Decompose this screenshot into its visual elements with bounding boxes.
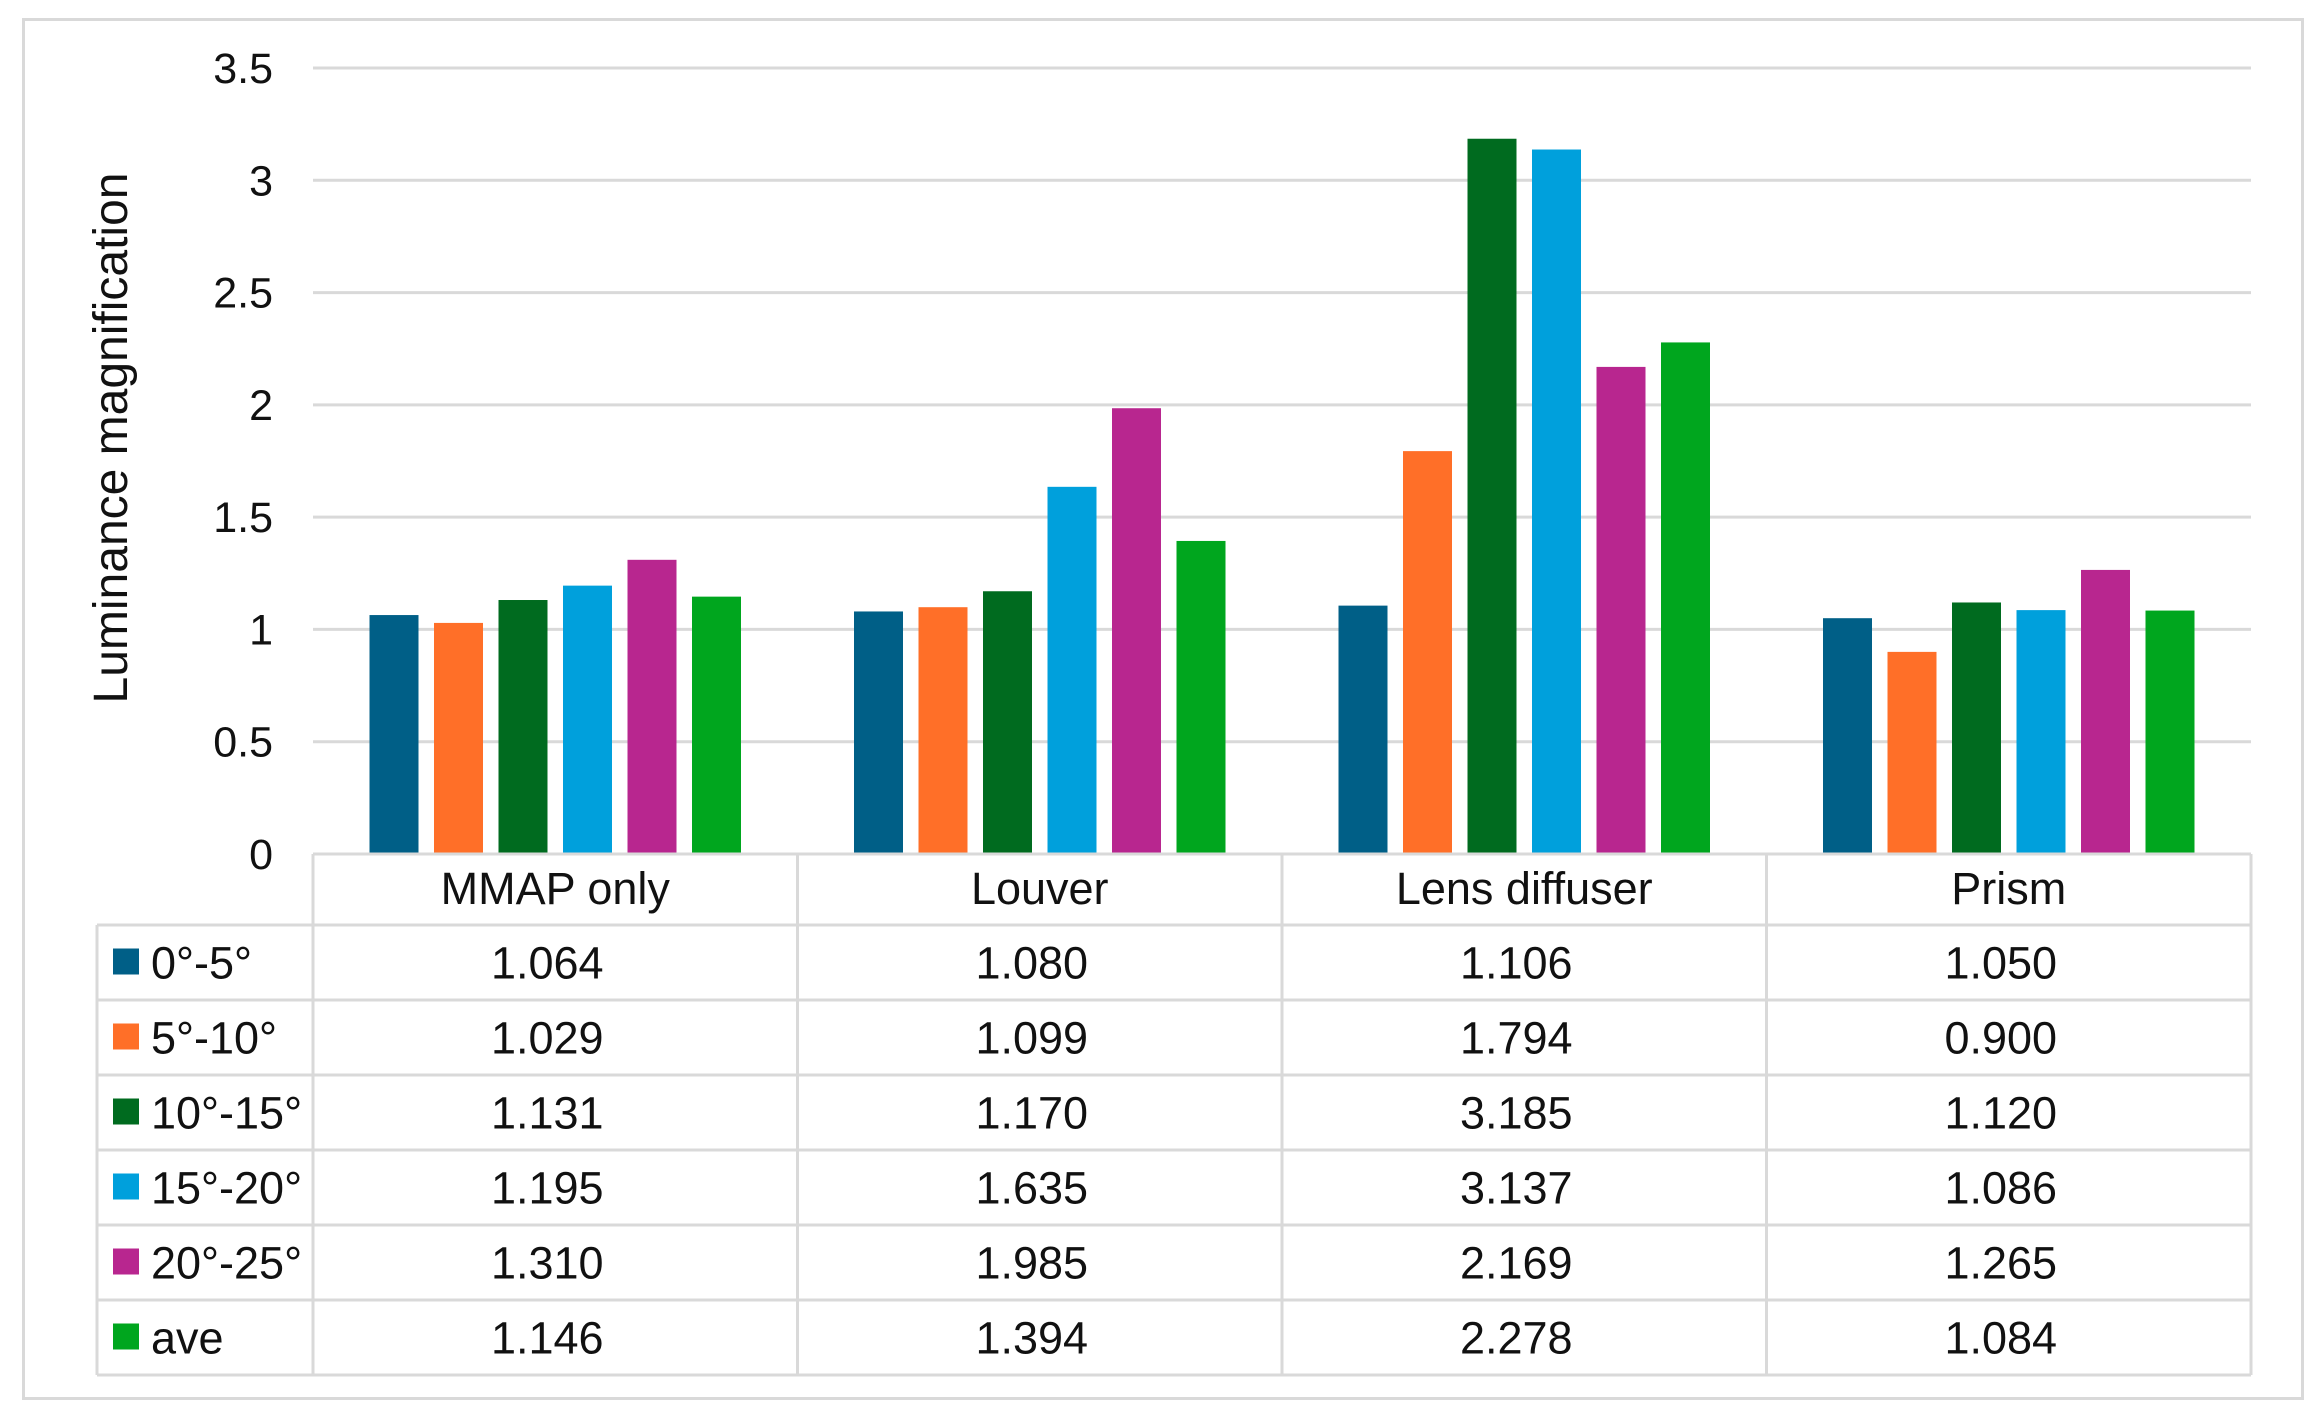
- y-axis-title: Luminance magnification: [85, 173, 138, 704]
- bar: [1112, 408, 1161, 854]
- data-value: 1.310: [491, 1238, 604, 1289]
- data-value: 1.985: [975, 1238, 1088, 1289]
- legend-key: [113, 1173, 139, 1200]
- bar: [2081, 569, 2130, 854]
- bar: [983, 591, 1032, 854]
- data-value: 1.131: [491, 1088, 604, 1139]
- bars: [369, 138, 2195, 855]
- bar: [1467, 138, 1517, 855]
- y-tick-label: 2: [249, 382, 273, 430]
- y-tick-label: 0.5: [213, 719, 273, 767]
- data-value: 1.146: [491, 1313, 604, 1364]
- bar: [1596, 366, 1646, 854]
- data-value: 1.394: [975, 1313, 1088, 1364]
- y-axis-ticks: 0 0.5 1 1.5 2 2.5 3 3.5: [213, 45, 273, 879]
- data-value: 1.170: [975, 1088, 1088, 1139]
- series-name: 0°-5°: [151, 938, 252, 989]
- data-value: 2.278: [1460, 1313, 1573, 1364]
- data-value: 1.265: [1944, 1238, 2057, 1289]
- legend-key: [113, 1323, 139, 1350]
- bar: [1176, 540, 1226, 854]
- bar: [434, 622, 483, 854]
- legend-key: [113, 1098, 139, 1125]
- bar: [1047, 486, 1097, 854]
- bar: [1403, 451, 1452, 854]
- y-tick-label: 0: [249, 831, 273, 879]
- bar: [2016, 610, 2066, 854]
- series-name: 15°-20°: [151, 1163, 302, 1214]
- data-value: 1.064: [491, 938, 604, 989]
- data-value: 1.050: [1944, 938, 2057, 989]
- series-name: 5°-10°: [151, 1013, 277, 1064]
- data-value: 1.794: [1460, 1013, 1573, 1064]
- series-name: 20°-25°: [151, 1238, 302, 1289]
- data-value: 1.120: [1944, 1088, 2057, 1139]
- data-value: 0.900: [1944, 1013, 2057, 1064]
- bar: [1887, 651, 1937, 854]
- category-label: Prism: [1951, 863, 2066, 914]
- bar: [1532, 149, 1581, 855]
- data-value: 3.185: [1460, 1088, 1573, 1139]
- bar: [1823, 618, 1872, 854]
- bar: [369, 615, 419, 854]
- data-value: 1.106: [1460, 938, 1573, 989]
- data-value: 1.086: [1944, 1163, 2057, 1214]
- legend-key: [113, 1023, 139, 1050]
- data-table: MMAP only Louver Lens diffuser Prism 0°-5° 1.…: [95, 852, 2253, 1377]
- data-value: 1.029: [491, 1013, 604, 1064]
- bar: [563, 585, 612, 854]
- bar: [1952, 602, 2001, 854]
- bar: [1661, 342, 1710, 854]
- y-tick-label: 3: [249, 157, 273, 205]
- legend-key: [113, 948, 139, 975]
- y-tick-label: 3.5: [213, 45, 273, 93]
- data-value: 1.195: [491, 1163, 604, 1214]
- bar: [498, 600, 548, 854]
- data-value: 3.137: [1460, 1163, 1573, 1214]
- data-value: 1.080: [975, 938, 1088, 989]
- y-tick-label: 1.5: [213, 494, 273, 542]
- bar: [918, 607, 968, 854]
- category-label: MMAP only: [441, 863, 671, 914]
- legend-key: [113, 1248, 139, 1275]
- category-label: Lens diffuser: [1396, 863, 1653, 914]
- y-tick-label: 2.5: [213, 270, 273, 318]
- bar: [627, 559, 677, 854]
- series-name: ave: [151, 1313, 224, 1364]
- bar: [2145, 610, 2195, 854]
- data-value: 1.084: [1944, 1313, 2057, 1364]
- bar: [1338, 605, 1388, 854]
- data-value: 1.635: [975, 1163, 1088, 1214]
- series-name: 10°-15°: [151, 1088, 302, 1139]
- data-value: 2.169: [1460, 1238, 1573, 1289]
- y-tick-label: 1: [249, 606, 273, 654]
- bar: [692, 596, 741, 854]
- bar: [854, 611, 903, 854]
- data-value: 1.099: [975, 1013, 1088, 1064]
- category-label: Louver: [971, 863, 1109, 914]
